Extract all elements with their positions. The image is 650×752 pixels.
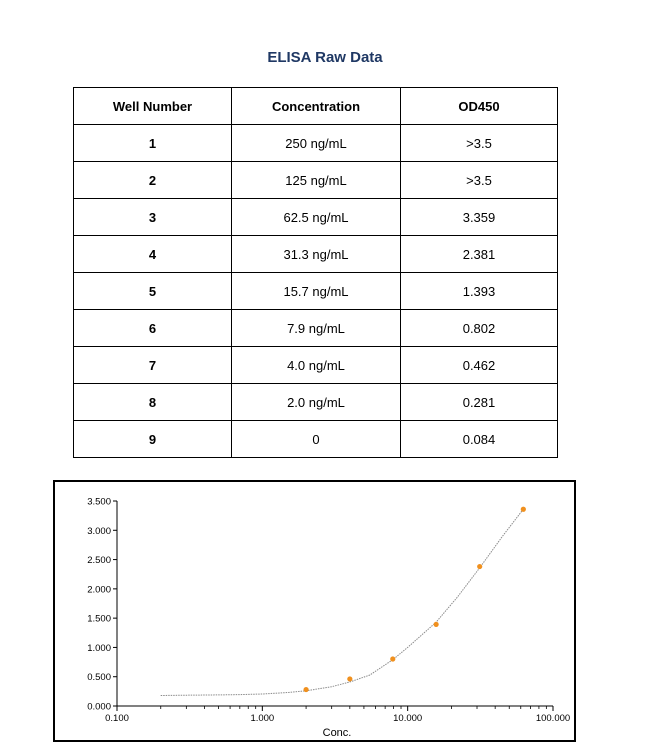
page-title: ELISA Raw Data: [267, 49, 383, 66]
y-tick-label: 2.000: [87, 584, 111, 595]
raw-data-table: Well Number Concentration OD450 1 250 ng/…: [73, 87, 558, 458]
table-row: 5 15.7 ng/mL 1.393: [73, 272, 558, 310]
cell-concentration: 125 ng/mL: [231, 161, 401, 199]
x-tick-label: 0.100: [105, 713, 129, 724]
fit-curve-line: [160, 508, 524, 696]
data-point: [390, 656, 396, 662]
cell-concentration: 15.7 ng/mL: [231, 272, 401, 310]
y-tick-label: 3.500: [87, 497, 111, 508]
table-header-row: Well Number Concentration OD450: [73, 87, 558, 125]
cell-od450: 0.462: [400, 346, 558, 384]
cell-well: 1: [73, 124, 232, 162]
table-row: 3 62.5 ng/mL 3.359: [73, 198, 558, 236]
table-row: 7 4.0 ng/mL 0.462: [73, 346, 558, 384]
cell-od450: >3.5: [400, 124, 558, 162]
x-tick-label: 1.000: [250, 713, 274, 724]
chart-svg: 0.000 0.500 1.000 1.500 2.000 2.500 3.000 3.500…: [87, 497, 570, 740]
cell-well: 6: [73, 309, 232, 347]
cell-od450: 1.393: [400, 272, 558, 310]
table-row: 6 7.9 ng/mL 0.802: [73, 309, 558, 347]
cell-well: 3: [73, 198, 232, 236]
cell-well: 2: [73, 161, 232, 199]
data-point: [347, 676, 353, 682]
y-tick-label: 1.000: [87, 643, 111, 654]
table-row: 8 2.0 ng/mL 0.281: [73, 383, 558, 421]
y-tick-label: 3.000: [87, 526, 111, 537]
data-point: [477, 563, 483, 570]
cell-concentration: 0: [231, 420, 401, 458]
x-axis-title: Conc.: [323, 727, 352, 739]
header-concentration: Concentration: [231, 87, 401, 125]
x-tick-label: 100.000: [536, 713, 570, 724]
cell-od450: 2.381: [400, 235, 558, 273]
cell-od450: 0.084: [400, 420, 558, 458]
table-row: 2 125 ng/mL >3.5: [73, 161, 558, 199]
cell-concentration: 31.3 ng/mL: [231, 235, 401, 273]
y-tick-label: 1.500: [87, 614, 111, 625]
x-tick-label: 10.000: [393, 713, 422, 724]
table-row: 9 0 0.084: [73, 420, 558, 458]
data-point: [433, 621, 439, 628]
cell-well: 7: [73, 346, 232, 384]
cell-concentration: 2.0 ng/mL: [231, 383, 401, 421]
cell-concentration: 62.5 ng/mL: [231, 198, 401, 236]
standard-curve-chart: 0.000 0.500 1.000 1.500 2.000 2.500 3.000 3.500…: [53, 480, 576, 742]
cell-concentration: 4.0 ng/mL: [231, 346, 401, 384]
cell-well: 4: [73, 235, 232, 273]
y-tick-label: 2.500: [87, 555, 111, 566]
header-od450: OD450: [400, 87, 558, 125]
cell-od450: 3.359: [400, 198, 558, 236]
y-tick-label: 0.500: [87, 672, 111, 683]
cell-od450: 0.281: [400, 383, 558, 421]
cell-well: 5: [73, 272, 232, 310]
data-point: [520, 506, 526, 512]
cell-well: 8: [73, 383, 232, 421]
y-tick-label: 0.000: [87, 702, 111, 713]
cell-od450: 0.802: [400, 309, 558, 347]
cell-concentration: 7.9 ng/mL: [231, 309, 401, 347]
cell-concentration: 250 ng/mL: [231, 124, 401, 162]
data-point: [303, 686, 309, 693]
table-row: 4 31.3 ng/mL 2.381: [73, 235, 558, 273]
header-well-number: Well Number: [73, 87, 232, 125]
cell-well: 9: [73, 420, 232, 458]
cell-od450: >3.5: [400, 161, 558, 199]
table-row: 1 250 ng/mL >3.5: [73, 124, 558, 162]
